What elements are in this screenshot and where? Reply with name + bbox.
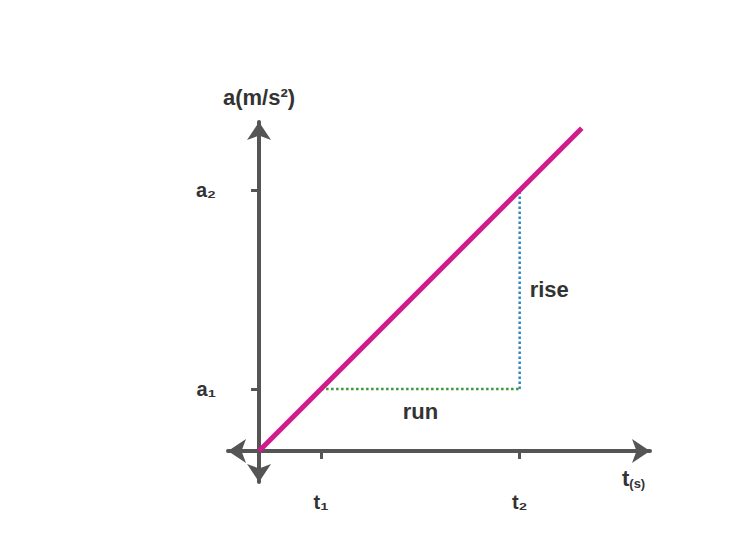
- svg-text:a₁: a₁: [197, 378, 216, 400]
- svg-text:a₂: a₂: [196, 179, 216, 201]
- svg-text:run: run: [403, 399, 438, 424]
- svg-text:t₂: t₂: [512, 491, 528, 513]
- svg-text:rise: rise: [530, 277, 569, 302]
- svg-text:(s): (s): [629, 476, 645, 491]
- svg-text:t₁: t₁: [314, 491, 329, 513]
- svg-text:a(m/s²): a(m/s²): [223, 85, 295, 110]
- svg-text:t: t: [622, 466, 630, 491]
